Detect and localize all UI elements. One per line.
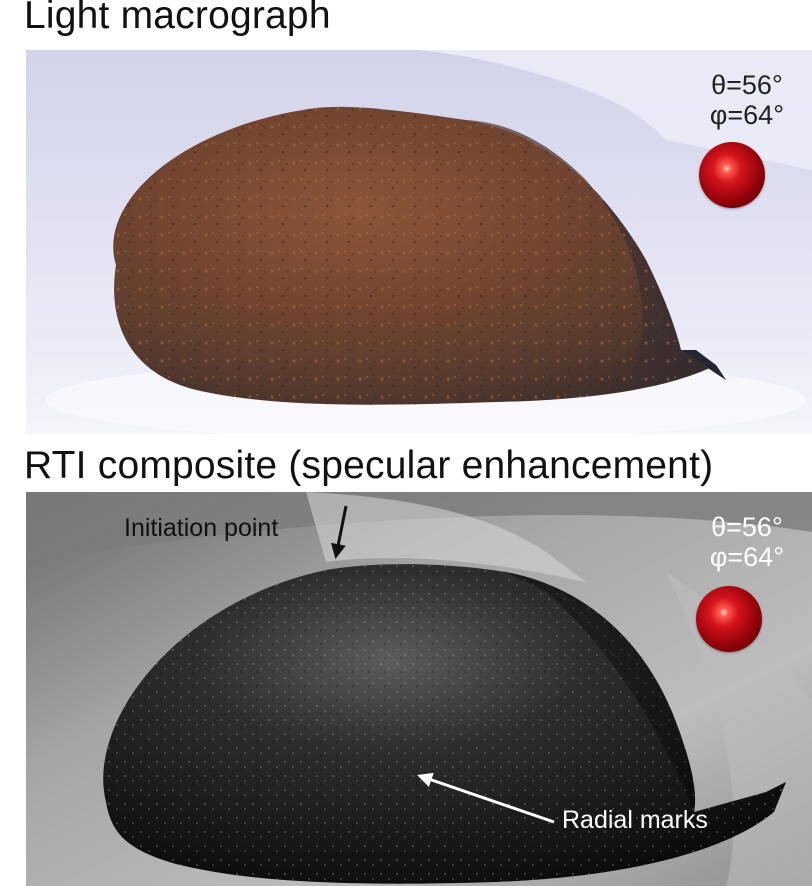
light-angle-readout: θ=56° φ=64°	[710, 512, 784, 572]
macrograph-photo	[26, 50, 812, 434]
initiation-arrow-icon	[330, 505, 348, 559]
panel-title-light-macrograph: Light macrograph	[24, 0, 331, 37]
radial-marks-label: Radial marks	[562, 806, 708, 834]
initiation-point-label: Initiation point	[124, 514, 279, 542]
radial-marks-arrow-icon	[417, 772, 555, 824]
panel-title-rti-composite: RTI composite (specular enhancement)	[24, 444, 714, 487]
rti-photo	[26, 492, 812, 886]
light-angle-readout: θ=56° φ=64°	[710, 70, 784, 130]
theta-angle: θ=56°	[711, 512, 783, 542]
phi-angle: φ=64°	[709, 100, 784, 130]
light-macrograph-panel: θ=56° φ=64°	[26, 50, 812, 434]
theta-angle: θ=56°	[711, 70, 783, 100]
phi-angle: φ=64°	[709, 542, 784, 572]
red-sphere-icon	[696, 586, 762, 652]
rti-composite-panel: Initiation point Radial marks θ=56° φ=64…	[26, 492, 812, 886]
red-sphere-icon	[699, 142, 765, 208]
